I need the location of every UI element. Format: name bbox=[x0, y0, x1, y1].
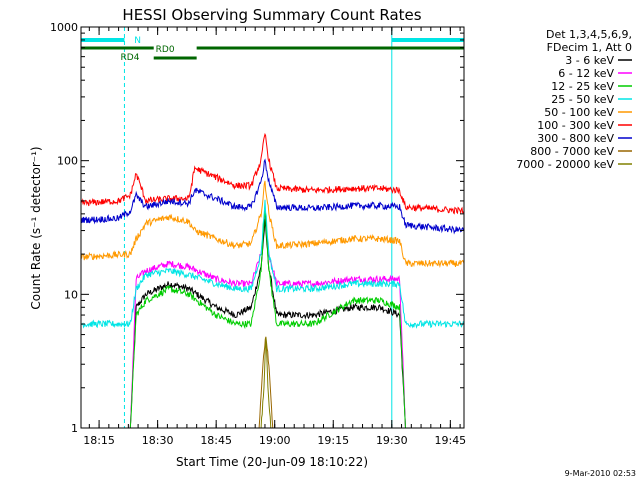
flag-label-n: N bbox=[134, 36, 141, 46]
footer-date: 9-Mar-2010 02:53 bbox=[565, 469, 636, 478]
x-tick-label-18-15: 18:15 bbox=[83, 434, 115, 447]
legend-header-1: FDecim 1, Att 0 bbox=[547, 41, 632, 54]
series-group bbox=[80, 132, 465, 429]
legend-label-100-300-kev: 100 - 300 keV bbox=[537, 119, 614, 132]
x-tick-label-18-30: 18:30 bbox=[142, 434, 174, 447]
series-line-300-800-kev bbox=[80, 158, 465, 235]
series-line-6-12-kev bbox=[81, 215, 406, 429]
y-axis-label: Count Rate (s⁻¹ detector⁻¹) bbox=[29, 146, 43, 309]
series-line-100-300-kev bbox=[80, 132, 465, 215]
flag-label-rd4: RD4 bbox=[121, 53, 140, 63]
chart-title: HESSI Observing Summary Count Rates bbox=[122, 6, 421, 24]
flag-label-rd0: RD0 bbox=[156, 45, 175, 55]
series-line-12-25-kev bbox=[81, 210, 406, 429]
y-tick-label-1: 1 bbox=[71, 422, 78, 435]
x-tick-label-18-45: 18:45 bbox=[200, 434, 232, 447]
series-line-25-50-kev bbox=[80, 199, 465, 329]
x-tick-label-19-15: 19:15 bbox=[317, 434, 349, 447]
legend-label-50-100-kev: 50 - 100 keV bbox=[544, 106, 614, 119]
series-line-800-7000-kev bbox=[81, 336, 464, 429]
y-tick-label-100: 100 bbox=[57, 155, 78, 168]
legend-label-300-800-kev: 300 - 800 keV bbox=[537, 132, 614, 145]
x-axis-label: Start Time (20-Jun-09 18:10:22) bbox=[176, 455, 368, 469]
legend-label-6-12-kev: 6 - 12 keV bbox=[558, 67, 614, 80]
legend: Det 1,3,4,5,6,9,FDecim 1, Att 03 - 6 keV… bbox=[516, 28, 632, 171]
plot-frame bbox=[80, 26, 465, 429]
y-tick-label-1000: 1000 bbox=[50, 21, 78, 34]
legend-label-25-50-kev: 25 - 50 keV bbox=[551, 93, 614, 106]
axes: 1 10 100 1000 18:15 18:30 18:45 19:00 19:15 19:30… bbox=[50, 21, 466, 447]
legend-label-3-6-kev: 3 - 6 keV bbox=[565, 54, 614, 67]
series-line-7000-20000-kev bbox=[81, 337, 464, 429]
legend-header-0: Det 1,3,4,5,6,9, bbox=[546, 28, 632, 41]
legend-label-7000-20000-kev: 7000 - 20000 keV bbox=[516, 158, 614, 171]
legend-label-12-25-kev: 12 - 25 keV bbox=[551, 80, 614, 93]
x-tick-label-19-30: 19:30 bbox=[376, 434, 408, 447]
series-line-50-100-kev bbox=[80, 180, 465, 268]
y-tick-label-10: 10 bbox=[64, 288, 78, 301]
legend-label-800-7000-kev: 800 - 7000 keV bbox=[530, 145, 614, 158]
x-tick-label-19-45: 19:45 bbox=[434, 434, 466, 447]
x-tick-label-19-00: 19:00 bbox=[259, 434, 291, 447]
